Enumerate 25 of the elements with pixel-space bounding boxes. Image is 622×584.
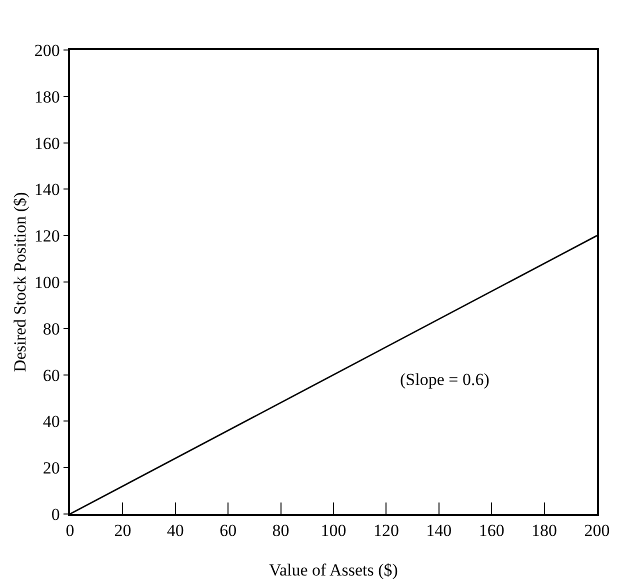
x-tick-label: 60 xyxy=(220,521,237,540)
x-tick-label: 100 xyxy=(320,521,346,540)
y-tick-label: 40 xyxy=(42,412,60,432)
y-tick-label: 180 xyxy=(34,87,60,106)
x-tick-label: 140 xyxy=(426,521,452,540)
y-tick-label: 200 xyxy=(34,40,60,60)
y-axis-title: Desired Stock Position ($) xyxy=(10,192,30,372)
y-tick-label: 60 xyxy=(42,366,60,385)
x-tick-label: 40 xyxy=(166,521,184,540)
x-tick-label: 180 xyxy=(532,521,558,540)
x-tick-label: 200 xyxy=(584,521,610,540)
y-tick-label: 20 xyxy=(42,458,60,478)
annotation: (Slope = 0.6) xyxy=(400,370,490,389)
x-tick-label: 120 xyxy=(373,521,399,540)
x-tick-label: 80 xyxy=(272,521,290,540)
y-tick-label: 160 xyxy=(34,134,60,153)
x-tick-label: 20 xyxy=(114,521,132,540)
y-tick-label: 0 xyxy=(51,504,60,524)
y-tick-label: 100 xyxy=(34,272,60,292)
y-tick-label: 140 xyxy=(34,180,60,200)
x-axis-title: Value of Assets ($) xyxy=(269,560,398,580)
y-tick-label: 120 xyxy=(34,226,60,246)
y-tick-label: 80 xyxy=(42,319,60,338)
x-tick-label: 0 xyxy=(66,521,74,540)
x-tick-label: 160 xyxy=(478,521,504,540)
